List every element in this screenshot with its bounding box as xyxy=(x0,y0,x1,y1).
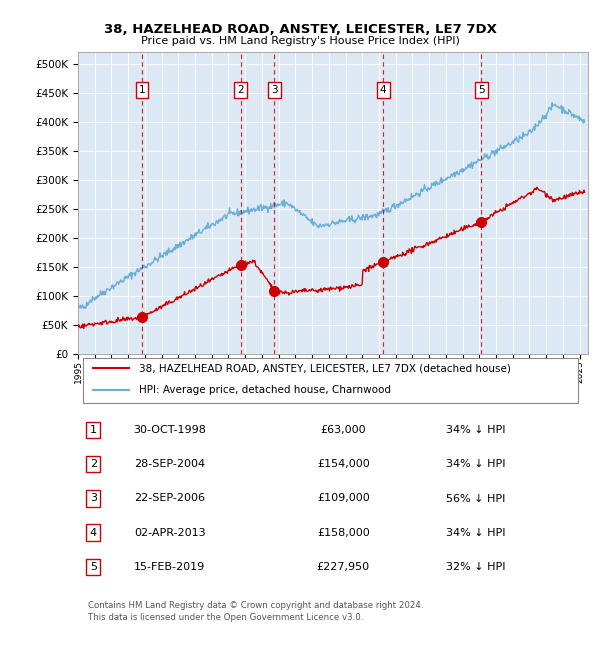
Text: 1: 1 xyxy=(139,84,145,95)
Text: 02-APR-2013: 02-APR-2013 xyxy=(134,528,206,538)
Text: 5: 5 xyxy=(478,84,485,95)
Text: 34% ↓ HPI: 34% ↓ HPI xyxy=(446,459,506,469)
Text: 15-FEB-2019: 15-FEB-2019 xyxy=(134,562,205,572)
Text: 56% ↓ HPI: 56% ↓ HPI xyxy=(446,493,505,504)
Text: 22-SEP-2006: 22-SEP-2006 xyxy=(134,493,205,504)
Text: 4: 4 xyxy=(380,84,386,95)
Text: HPI: Average price, detached house, Charnwood: HPI: Average price, detached house, Char… xyxy=(139,385,391,395)
Text: 1: 1 xyxy=(90,425,97,435)
Text: £154,000: £154,000 xyxy=(317,459,370,469)
Text: 34% ↓ HPI: 34% ↓ HPI xyxy=(446,528,506,538)
Text: 2: 2 xyxy=(238,84,244,95)
Text: 38, HAZELHEAD ROAD, ANSTEY, LEICESTER, LE7 7DX: 38, HAZELHEAD ROAD, ANSTEY, LEICESTER, L… xyxy=(104,23,496,36)
Text: Price paid vs. HM Land Registry's House Price Index (HPI): Price paid vs. HM Land Registry's House … xyxy=(140,36,460,46)
Text: 32% ↓ HPI: 32% ↓ HPI xyxy=(446,562,506,572)
Text: £158,000: £158,000 xyxy=(317,528,370,538)
Text: £63,000: £63,000 xyxy=(320,425,366,435)
Text: 38, HAZELHEAD ROAD, ANSTEY, LEICESTER, LE7 7DX (detached house): 38, HAZELHEAD ROAD, ANSTEY, LEICESTER, L… xyxy=(139,363,511,374)
FancyBboxPatch shape xyxy=(83,358,578,403)
Text: 2: 2 xyxy=(90,459,97,469)
Text: 28-SEP-2004: 28-SEP-2004 xyxy=(134,459,205,469)
Text: 3: 3 xyxy=(90,493,97,504)
Text: 30-OCT-1998: 30-OCT-1998 xyxy=(133,425,206,435)
Text: 5: 5 xyxy=(90,562,97,572)
Text: £109,000: £109,000 xyxy=(317,493,370,504)
Text: 4: 4 xyxy=(90,528,97,538)
Text: Contains HM Land Registry data © Crown copyright and database right 2024.
This d: Contains HM Land Registry data © Crown c… xyxy=(88,601,424,623)
Text: £227,950: £227,950 xyxy=(317,562,370,572)
Text: 3: 3 xyxy=(271,84,277,95)
Text: 34% ↓ HPI: 34% ↓ HPI xyxy=(446,425,506,435)
